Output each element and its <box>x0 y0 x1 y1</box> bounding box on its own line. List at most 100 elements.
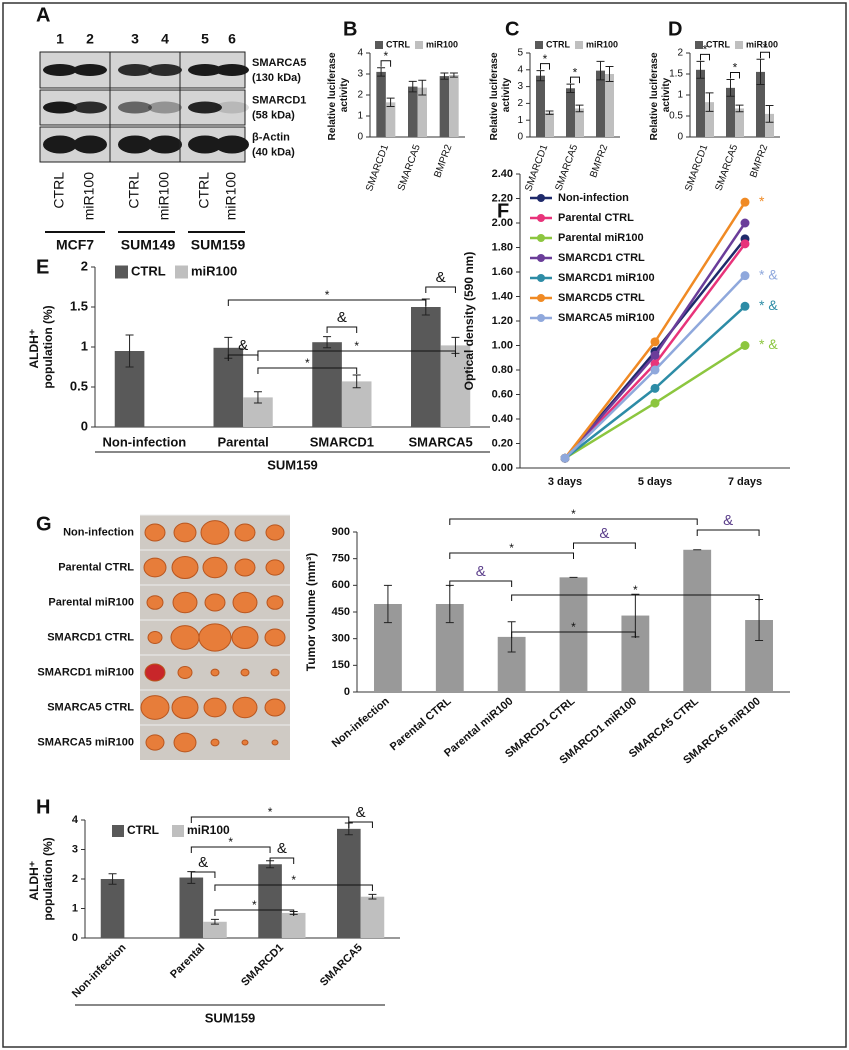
photo-row-label: SMARCD1 miR100 <box>37 666 134 678</box>
blot-band <box>118 135 152 154</box>
tumor <box>265 524 285 541</box>
bar <box>559 577 588 692</box>
blot-band <box>43 64 77 76</box>
y-axis-label: ALDH⁺ population (%) <box>27 305 55 388</box>
significance-bracket <box>570 76 580 84</box>
panel-letter: A <box>36 4 50 26</box>
bar <box>440 345 471 427</box>
significance-mark: * <box>759 193 765 209</box>
tumor <box>232 591 258 614</box>
blot-band <box>215 101 249 114</box>
bar <box>203 921 227 938</box>
lane-number: 2 <box>86 31 94 47</box>
y-tick-label: 0.5 <box>70 378 88 393</box>
error-bar <box>735 104 744 113</box>
y-tick-label: 0.00 <box>492 462 513 474</box>
y-tick-label: 3 <box>517 81 523 92</box>
error-bar <box>418 79 427 96</box>
significance-bracket <box>380 60 392 67</box>
protein-size: (58 kDa) <box>252 109 295 121</box>
y-tick-label: 4 <box>517 64 523 75</box>
photo-row-label: Non-infection <box>63 526 134 538</box>
series-marker <box>650 337 660 347</box>
legend-marker <box>537 314 545 322</box>
tumor <box>177 666 193 679</box>
bar <box>605 74 614 137</box>
legend-label: CTRL <box>546 39 570 49</box>
series-marker <box>560 453 570 463</box>
error-bar <box>545 110 554 115</box>
lane-number: 6 <box>228 31 236 47</box>
protein-name: SMARCA5 <box>252 57 306 69</box>
legend-label: Non-infection <box>558 192 629 204</box>
y-tick-label: 450 <box>332 606 350 618</box>
bar <box>100 879 125 938</box>
y-tick-label: 0.40 <box>492 413 513 425</box>
photo-row-label: SMARCA5 miR100 <box>37 736 134 748</box>
bar <box>360 896 385 938</box>
bar <box>756 71 765 137</box>
significance-mark: & <box>476 563 486 580</box>
y-tick-label: 0 <box>81 418 88 433</box>
significance-mark: * <box>763 40 768 54</box>
cell-line-label: SUM159 <box>191 237 246 253</box>
label-line: Relative luciferase <box>489 50 500 141</box>
legend-swatch <box>735 41 743 49</box>
series-marker <box>740 341 750 350</box>
y-tick-label: 0.5 <box>669 111 683 122</box>
lane-number: 3 <box>131 31 139 47</box>
bar <box>683 549 712 692</box>
tumor <box>210 668 220 677</box>
protein-name: β-Actin <box>252 131 290 143</box>
tumor <box>271 739 279 746</box>
x-tick-label: Parental <box>217 434 268 449</box>
condition-label: CTRL <box>126 172 142 209</box>
significance-bracket <box>257 350 456 357</box>
tumor <box>232 696 258 719</box>
x-tick-label: 5 days <box>638 476 672 488</box>
condition-label: miR100 <box>223 172 239 220</box>
bar <box>566 88 575 137</box>
significance-mark: & <box>356 804 366 821</box>
y-tick-label: 4 <box>72 814 79 826</box>
significance-bracket <box>573 542 636 549</box>
y-tick-label: 1 <box>72 902 78 914</box>
significance-bracket <box>540 63 550 70</box>
error-bar <box>566 83 575 93</box>
significance-bracket <box>214 909 295 916</box>
tumor <box>200 520 230 545</box>
significance-bracket <box>214 884 373 891</box>
error-bar <box>352 374 361 389</box>
series-marker <box>740 218 750 228</box>
legend-label: CTRL <box>706 39 730 49</box>
legend-label: SMARCA5 miR100 <box>558 312 655 324</box>
lane-number: 1 <box>56 31 64 47</box>
error-bar <box>765 105 774 123</box>
panel-letter: D <box>668 18 682 40</box>
panel-letter: C <box>505 18 519 40</box>
legend-marker <box>537 254 545 262</box>
panel-letter: E <box>36 256 49 278</box>
series-marker <box>740 301 750 311</box>
significance-mark: & <box>337 309 347 326</box>
legend-swatch <box>695 41 703 49</box>
error-bar <box>108 873 117 885</box>
label-line: population (%) <box>41 837 55 920</box>
y-tick-label: 0 <box>72 932 78 944</box>
y-tick-label: 1.20 <box>492 315 513 327</box>
blot-band <box>148 135 182 154</box>
error-bar <box>440 72 449 80</box>
series-marker <box>650 383 660 393</box>
bar <box>596 70 605 137</box>
tumor <box>171 555 199 580</box>
y-axis-label: Relative luciferase activity <box>649 50 672 141</box>
y-tick-label: 2.20 <box>492 192 513 204</box>
y-tick-label: 2.40 <box>492 168 513 180</box>
protein-name: SMARCD1 <box>252 94 306 106</box>
cell-line-label: SUM149 <box>121 237 176 253</box>
bar <box>411 307 441 427</box>
label-line: activity <box>661 77 672 112</box>
legend-swatch <box>535 41 543 49</box>
tumor <box>231 625 259 650</box>
y-tick-label: 1 <box>517 115 523 126</box>
